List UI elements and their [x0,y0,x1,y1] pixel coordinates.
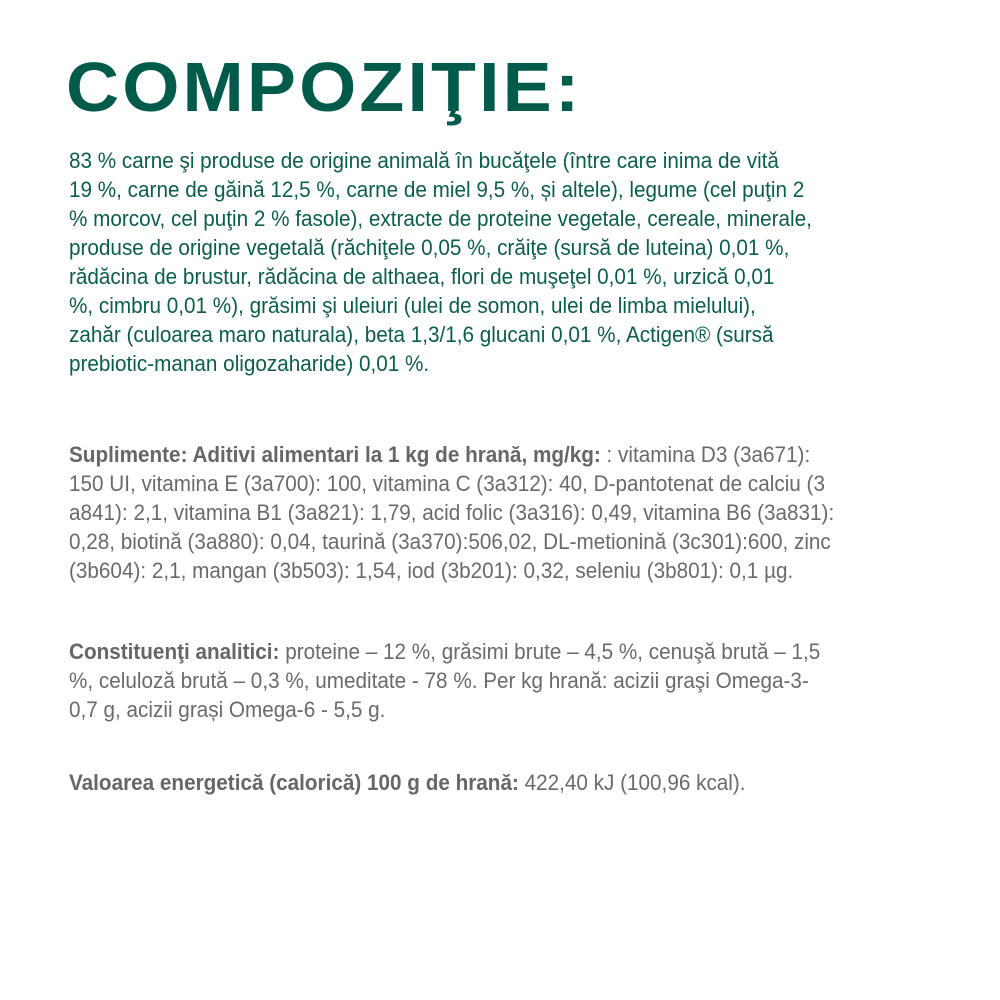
energy-label: Valoarea energetică (calorică) 100 g de … [69,770,519,795]
supplements-line: 0,28, biotină (3a880): 0,04, taurină (3a… [69,529,831,554]
energy-value: 422,40 kJ (100,96 kcal). [518,770,746,795]
composition-text: 83 % carne şi produse de origine animală… [69,146,877,378]
page-title: COMPOZIŢIE: [66,48,583,126]
supplements-section: Suplimente: Aditivi alimentari la 1 kg d… [69,440,901,585]
supplements-line: 150 UI, vitamina E (3a700): 100, vitamin… [69,471,825,496]
supplements-text: : vitamina D3 (3a671): [600,442,811,467]
supplements-line: a841): 2,1, vitamina B1 (3a821): 1,79, a… [69,500,835,525]
composition-line: 83 % carne şi produse de origine animală… [69,148,779,173]
analytical-text: proteine – 12 %, grăsimi brute – 4,5 %, … [279,639,821,664]
supplements-line: (3b604): 2,1, mangan (3b503): 1,54, iod … [69,558,794,583]
composition-line: 19 %, carne de găină 12,5 %, carne de mi… [69,177,805,202]
composition-line: zahăr (culoarea maro naturala), beta 1,3… [69,322,774,347]
analytical-line: %, celuloză brută – 0,3 %, umeditate - 7… [69,668,809,693]
analytical-section: Constituenţi analitici: proteine – 12 %,… [69,637,886,724]
analytical-label: Constituenţi analitici: [69,639,280,664]
composition-line: rădăcina de brustur, rădăcina de althaea… [69,264,775,289]
energy-section: Valoarea energetică (calorică) 100 g de … [69,768,804,797]
composition-line: produse de origine vegetală (răchiţele 0… [69,235,790,260]
composition-line: %, cimbru 0,01 %), grăsimi şi uleiuri (u… [69,293,756,318]
supplements-label: Suplimente: Aditivi alimentari la 1 kg d… [69,442,601,467]
composition-line: % morcov, cel puţin 2 % fasole), extract… [69,206,812,231]
analytical-line: 0,7 g, acizii grași Omega-6 - 5,5 g. [69,697,386,722]
composition-line: prebiotic-manan oligozaharide) 0,01 %. [69,351,430,376]
